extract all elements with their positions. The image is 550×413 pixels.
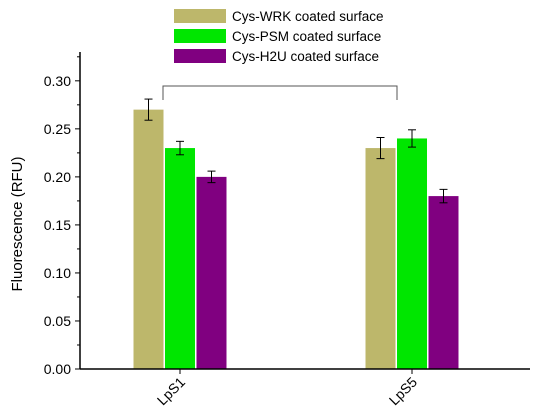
bar-lps5-series-2 bbox=[397, 138, 427, 369]
y-tick-label: 0.05 bbox=[44, 313, 71, 329]
error-bar bbox=[376, 136, 385, 160]
error-bar bbox=[439, 188, 448, 204]
y-axis-title: Fluorescence (RFU) bbox=[9, 156, 26, 291]
bar-lps5-series-3 bbox=[428, 196, 459, 369]
legend-label: Cys-WRK coated surface bbox=[232, 9, 384, 24]
x-ticks: LpS1 LpS5 bbox=[154, 369, 421, 409]
legend: Cys-WRK coated surface Cys-PSM coated sur… bbox=[174, 9, 384, 64]
bar-lps5-series-1 bbox=[365, 148, 396, 369]
y-tick-label: 0.30 bbox=[44, 73, 71, 89]
bar-lps1-series-2 bbox=[165, 148, 195, 369]
y-tick-label: 0.10 bbox=[44, 265, 71, 281]
y-tick-label: 0.20 bbox=[44, 169, 71, 185]
comparison-bracket bbox=[162, 85, 398, 100]
error-bar bbox=[176, 140, 184, 156]
bracket-line bbox=[162, 85, 398, 100]
legend-swatch bbox=[174, 49, 226, 63]
bars bbox=[133, 109, 459, 370]
legend-item-3: Cys-H2U coated surface bbox=[174, 49, 379, 64]
x-tick-label-lps5: LpS5 bbox=[386, 374, 421, 409]
y-tick-label: 0.00 bbox=[44, 361, 71, 377]
bar-lps1-series-1 bbox=[133, 109, 164, 370]
y-ticks: 0.00 0.05 0.10 0.15 0.20 0.25 0.30 bbox=[44, 56, 80, 377]
bar-lps1-series-3 bbox=[196, 176, 227, 369]
legend-item-1: Cys-WRK coated surface bbox=[174, 9, 384, 24]
x-tick-label-lps1: LpS1 bbox=[154, 374, 189, 409]
legend-swatch bbox=[174, 29, 226, 43]
y-tick-label: 0.25 bbox=[44, 121, 71, 137]
error-bar bbox=[144, 98, 153, 121]
error-bars bbox=[144, 98, 448, 204]
error-bar bbox=[207, 170, 216, 184]
y-tick-label: 0.15 bbox=[44, 217, 71, 233]
legend-swatch bbox=[174, 9, 226, 23]
legend-label: Cys-H2U coated surface bbox=[232, 49, 379, 64]
error-bar bbox=[408, 129, 416, 148]
legend-item-2: Cys-PSM coated surface bbox=[174, 29, 381, 44]
legend-label: Cys-PSM coated surface bbox=[232, 29, 381, 44]
